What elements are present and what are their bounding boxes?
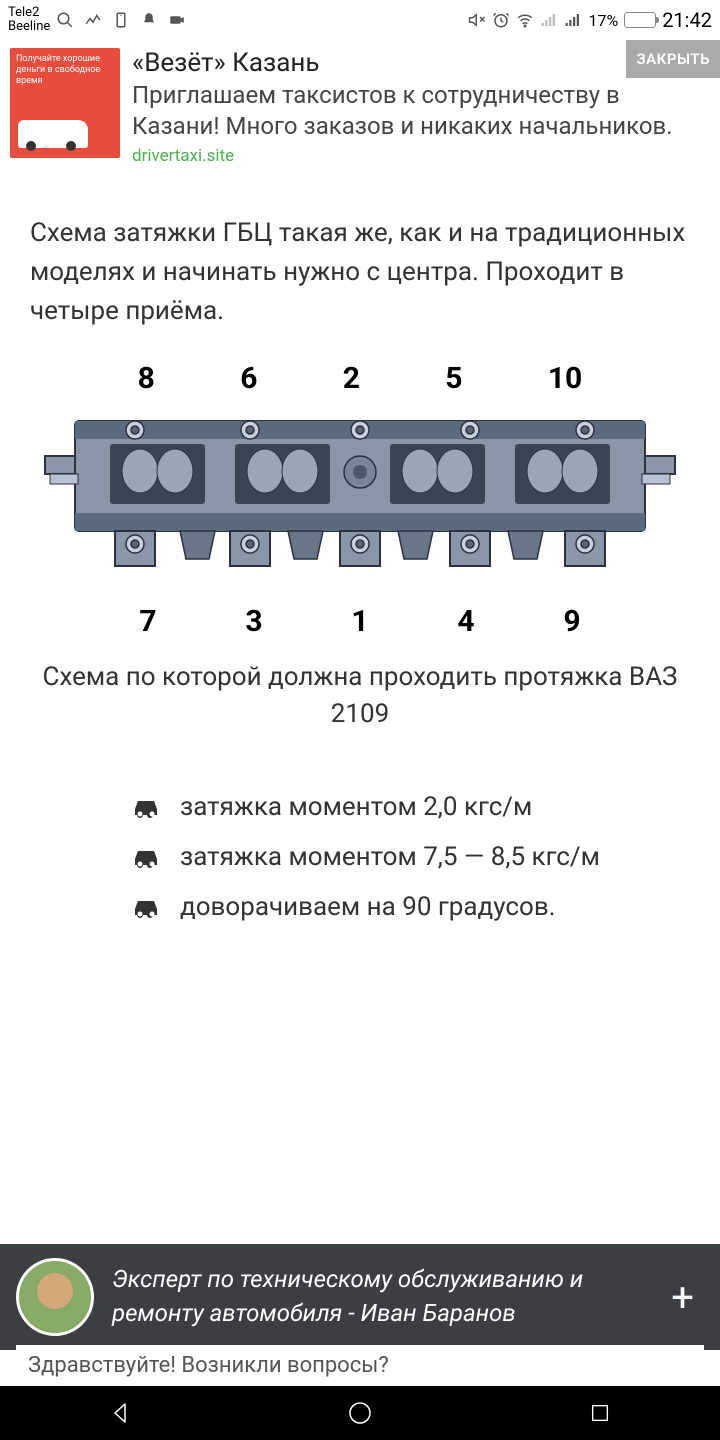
- car-icon: [130, 795, 162, 819]
- bottom-bolt-numbers: 7 3 1 4 9: [40, 604, 680, 639]
- intro-paragraph: Схема затяжки ГБЦ такая же, как и на тра…: [30, 214, 690, 331]
- carrier-2: Beeline: [8, 20, 50, 34]
- carrier-names: Tele2 Beeline: [8, 6, 50, 35]
- status-left: Tele2 Beeline: [8, 6, 186, 35]
- wifi-icon: [516, 11, 534, 29]
- ad-site[interactable]: drivertaxi.site: [132, 146, 710, 166]
- battery-pct: 17%: [588, 11, 618, 30]
- ad-title: «Везёт» Казань: [132, 48, 710, 78]
- bolt-3: 3: [245, 604, 262, 639]
- bolt-5: 5: [445, 361, 462, 396]
- ad-content: «Везёт» Казань Приглашаем таксистов к со…: [132, 48, 710, 166]
- ad-banner[interactable]: Получайте хорошие деньги в свободное вре…: [0, 40, 720, 174]
- camera-icon: [168, 11, 186, 29]
- diagram-caption: Схема по которой должна проходить протяж…: [30, 659, 690, 732]
- navigation-bar: [0, 1386, 720, 1440]
- mute-icon: [468, 11, 486, 29]
- article-content: Схема затяжки ГБЦ такая же, как и на тра…: [0, 174, 720, 962]
- bolt-1: 1: [351, 604, 368, 639]
- bolt-6: 6: [240, 361, 257, 396]
- clock: 21:42: [662, 8, 712, 32]
- bolt-4: 4: [457, 604, 474, 639]
- ad-image: Получайте хорошие деньги в свободное вре…: [10, 48, 120, 158]
- expert-avatar: [16, 1258, 94, 1336]
- signal-1-icon: [540, 11, 558, 29]
- bolt-8: 8: [138, 361, 155, 396]
- expand-icon[interactable]: +: [661, 1274, 704, 1321]
- engine-head-diagram: [40, 396, 680, 596]
- battery-icon: [624, 12, 656, 28]
- ad-image-text: Получайте хорошие деньги в свободное вре…: [10, 48, 120, 92]
- bolt-diagram: 8 6 2 5 10: [40, 361, 680, 639]
- ad-description: Приглашаем таксистов к сотрудничеству в …: [132, 80, 710, 142]
- close-ad-button[interactable]: ЗАКРЫТЬ: [626, 40, 720, 78]
- torque-steps: затяжка моментом 2,0 кгс/м затяжка момен…: [30, 792, 690, 922]
- back-button[interactable]: [106, 1399, 134, 1427]
- alarm-icon: [492, 11, 510, 29]
- recent-button[interactable]: [586, 1399, 614, 1427]
- top-bolt-numbers: 8 6 2 5 10: [40, 361, 680, 396]
- step-3: доворачиваем на 90 градусов.: [130, 892, 690, 922]
- carrier-1: Tele2: [8, 6, 50, 20]
- car-icon: [130, 845, 162, 869]
- status-right: 17% 21:42: [468, 8, 712, 32]
- step-2-text: затяжка моментом 7,5 — 8,5 кгс/м: [180, 842, 600, 872]
- step-1: затяжка моментом 2,0 кгс/м: [130, 792, 690, 822]
- expert-banner[interactable]: Эксперт по техническому обслуживанию и р…: [0, 1244, 720, 1350]
- status-icons-left: [56, 11, 186, 29]
- home-button[interactable]: [346, 1399, 374, 1427]
- signal-2-icon: [564, 11, 582, 29]
- status-bar: Tele2 Beeline 17% 21:42: [0, 0, 720, 40]
- chart-icon: [84, 11, 102, 29]
- bolt-7: 7: [139, 604, 156, 639]
- car-icon: [130, 895, 162, 919]
- step-1-text: затяжка моментом 2,0 кгс/м: [180, 792, 532, 822]
- bolt-2: 2: [343, 361, 360, 396]
- step-2: затяжка моментом 7,5 — 8,5 кгс/м: [130, 842, 690, 872]
- bell-icon: [140, 11, 158, 29]
- chat-input[interactable]: Здравствуйте! Возникли вопросы?: [16, 1345, 704, 1386]
- search-icon: [56, 11, 74, 29]
- bolt-10: 10: [548, 361, 582, 396]
- expert-text: Эксперт по техническому обслуживанию и р…: [112, 1263, 643, 1330]
- bolt-9: 9: [563, 604, 580, 639]
- device-icon: [112, 11, 130, 29]
- step-3-text: доворачиваем на 90 градусов.: [180, 892, 556, 922]
